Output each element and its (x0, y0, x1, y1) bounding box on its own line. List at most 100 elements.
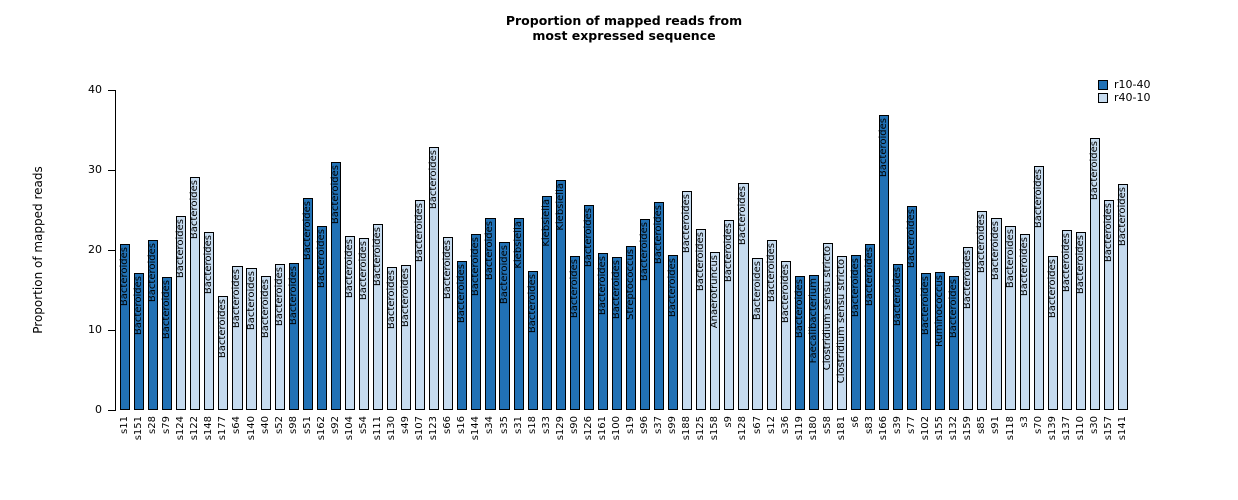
x-tick-label: s102 (920, 416, 932, 441)
bar-taxon-label: Bacteroides (414, 203, 426, 263)
x-tick-label: s110 (1074, 416, 1086, 441)
bar-s67 (752, 258, 763, 410)
bar-taxon-label: Bacteroides (372, 226, 384, 286)
x-tick-label: s70 (1032, 416, 1044, 434)
legend-item-r10-40: r10-40 (1098, 78, 1151, 91)
x-tick-label: s96 (639, 416, 651, 434)
y-tick-mark (108, 90, 115, 91)
bar-s139 (1047, 256, 1058, 410)
bar-taxon-label: Bacteroides (217, 299, 229, 359)
bar-s125 (696, 229, 707, 410)
bar-taxon-label: Bacteroides (723, 222, 735, 282)
y-tick-label: 30 (88, 163, 102, 176)
bar-s188 (682, 190, 693, 410)
bar-taxon-label: Bacteroides (849, 257, 861, 317)
bar-s166 (878, 114, 890, 410)
bar-taxon-label: Bacteroides (1074, 234, 1086, 294)
chart-title: Proportion of mapped reads from most exp… (118, 13, 1130, 43)
bar-s39 (893, 263, 904, 410)
legend-item-r40-10: r40-10 (1098, 91, 1151, 104)
x-tick-label: s141 (1116, 416, 1128, 441)
bar-s122 (190, 177, 201, 410)
bar-s159 (963, 246, 974, 410)
legend-label: r40-10 (1114, 91, 1151, 104)
x-tick-label: s31 (512, 416, 524, 434)
bar-s137 (1061, 230, 1072, 410)
bar-s141 (1117, 183, 1129, 410)
bar-s180 (808, 274, 819, 410)
bar-s100 (611, 257, 623, 410)
bar-taxon-label: Klebsiella (512, 221, 524, 269)
bar-taxon-label: Bacteroides (133, 276, 145, 336)
x-tick-label: s11 (119, 416, 131, 434)
bar-s66 (443, 237, 454, 410)
bar-s158 (710, 251, 721, 410)
x-tick-label: s155 (934, 416, 946, 441)
bar-taxon-label: Bacteroides (990, 221, 1002, 281)
bar-s35 (499, 242, 510, 410)
bar-taxon-label: Bacteroides (639, 221, 651, 281)
legend-swatch-icon (1098, 92, 1108, 103)
y-tick-mark (108, 410, 115, 411)
x-tick-label: s130 (386, 416, 398, 441)
x-tick-label: s58 (821, 416, 833, 434)
bar-taxon-label: Bacteroides (259, 279, 271, 339)
bar-taxon-label: Bacteroides (1032, 169, 1044, 229)
bar-taxon-label: Bacteroides (287, 265, 299, 325)
bar-taxon-label: Bacteroides (1116, 186, 1128, 246)
bar-taxon-label: Bacteroides (863, 246, 875, 306)
bar-s130 (387, 266, 398, 410)
bar-s64 (232, 266, 243, 410)
bar-taxon-label: Bacteroides (442, 240, 454, 300)
y-tick-label: 0 (95, 403, 102, 416)
bar-s157 (1103, 199, 1114, 410)
bar-s77 (907, 206, 918, 410)
y-tick-label: 10 (88, 323, 102, 336)
bar-taxon-label: Bacteroides (400, 268, 412, 328)
x-tick-label: s92 (329, 416, 341, 434)
bar-taxon-label: Bacteroides (1004, 229, 1016, 289)
bar-taxon-label: Bacteroides (456, 264, 468, 324)
bar-s99 (668, 254, 679, 410)
x-tick-label: s157 (1102, 416, 1114, 441)
x-tick-label: s123 (428, 416, 440, 441)
bar-taxon-label: Clostridium sensu stricto (821, 245, 833, 371)
bar-taxon-label: Bacteroides (948, 278, 960, 338)
bar-taxon-label: Bacteroides (1060, 233, 1072, 293)
x-tick-label: s37 (653, 416, 665, 434)
legend-label: r10-40 (1114, 78, 1151, 91)
bar-taxon-label: Bacteroides (793, 278, 805, 338)
bar-s37 (654, 202, 665, 410)
bar-s91 (991, 218, 1002, 410)
x-tick-label: s107 (414, 416, 426, 441)
bar-s118 (1005, 226, 1016, 410)
bar-s19 (625, 246, 637, 410)
x-tick-label: s49 (400, 416, 412, 434)
bar-taxon-label: Bacteroides (878, 117, 890, 177)
bar-taxon-label: Bacteroides (315, 229, 327, 289)
x-tick-label: s122 (189, 416, 201, 441)
bar-taxon-label: Bacteroides (189, 180, 201, 240)
bar-taxon-label: Bacteroides (1102, 202, 1114, 262)
bar-taxon-label: Bacteroides (301, 201, 313, 261)
legend-swatch-icon (1098, 79, 1108, 90)
bar-s58 (822, 242, 833, 410)
x-tick-label: s91 (990, 416, 1002, 434)
x-tick-label: s159 (962, 416, 974, 441)
x-tick-label: s129 (554, 416, 566, 441)
x-tick-label: s139 (1046, 416, 1058, 441)
x-tick-label: s90 (568, 416, 580, 434)
bar-taxon-label: Bacteroides (119, 247, 131, 307)
legend: r10-40 r40-10 (1098, 78, 1151, 104)
bar-taxon-label: Bacteroides (653, 205, 665, 265)
x-tick-label: s132 (948, 416, 960, 441)
x-tick-label: s64 (231, 416, 243, 434)
bar-s110 (1075, 231, 1086, 410)
bar-taxon-label: Bacteroides (470, 237, 482, 297)
bar-s129 (555, 180, 566, 410)
bar-taxon-label: Klebsiella (540, 198, 552, 247)
bar-s92 (330, 162, 341, 410)
bar-taxon-label: Bacteroides (765, 243, 777, 303)
bar-s34 (485, 218, 496, 410)
